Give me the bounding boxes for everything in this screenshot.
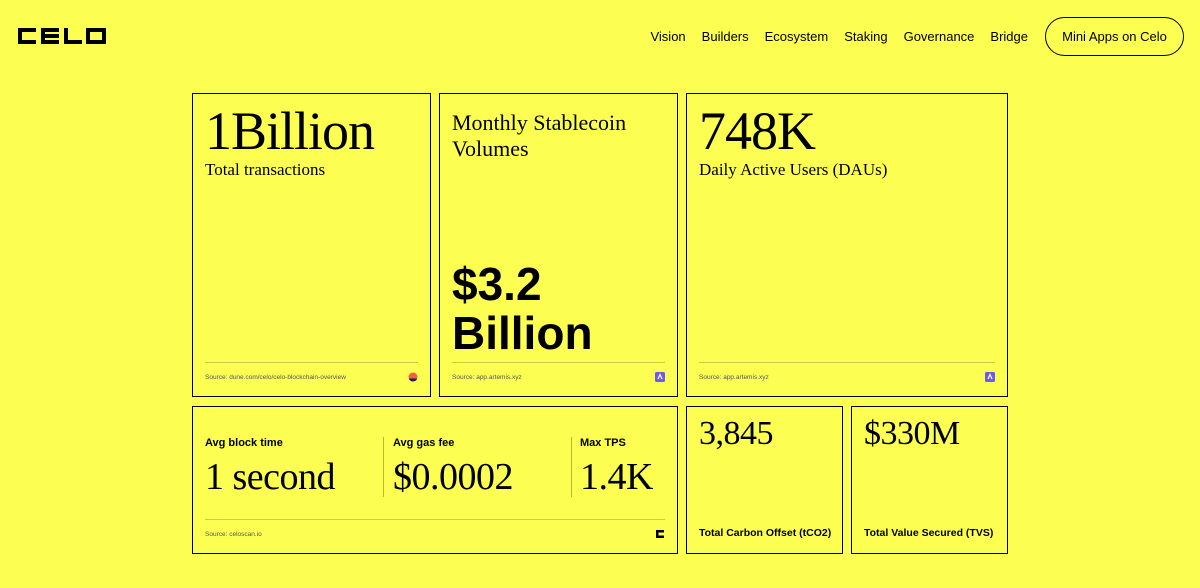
- stablecoin-value-line2: Billion: [452, 307, 593, 359]
- carbon-card: 3,845 Total Carbon Offset (tCO2): [686, 406, 843, 554]
- tvs-label: Total Value Secured (TVS): [864, 527, 994, 539]
- stat-label: Avg block time: [205, 437, 283, 449]
- divider: [383, 437, 384, 497]
- stablecoin-source: Source: app.artemis.xyz: [452, 373, 522, 381]
- artemis-icon[interactable]: [985, 372, 995, 382]
- mini-apps-button[interactable]: Mini Apps on Celo: [1045, 16, 1184, 56]
- nav-ecosystem[interactable]: Ecosystem: [764, 28, 829, 44]
- nav-governance[interactable]: Governance: [903, 28, 975, 44]
- stat-gas-fee: Avg gas fee $0.0002: [393, 437, 514, 499]
- stat-value: $0.0002: [393, 456, 514, 498]
- nav-builders[interactable]: Builders: [701, 28, 749, 44]
- dau-label: Daily Active Users (DAUs): [699, 160, 888, 179]
- stat-value: 1 second: [205, 456, 336, 498]
- dau-card: 748K Daily Active Users (DAUs) Source: a…: [686, 93, 1008, 397]
- transactions-label: Total transactions: [205, 160, 326, 179]
- stat-value: 1.4K: [580, 456, 653, 498]
- nav-vision[interactable]: Vision: [650, 28, 686, 44]
- transactions-card: 1Billion Total transactions Source: dune…: [192, 93, 431, 397]
- celo-logo[interactable]: [16, 26, 108, 46]
- carbon-label: Total Carbon Offset (tCO2): [699, 527, 832, 539]
- stablecoin-value-line1: $3.2: [452, 258, 542, 310]
- tvs-card: $330M Total Value Secured (TVS): [851, 406, 1008, 554]
- carbon-value: 3,845: [699, 415, 774, 452]
- divider: [571, 437, 572, 497]
- nav-bridge[interactable]: Bridge: [990, 28, 1028, 44]
- dune-icon[interactable]: [408, 372, 418, 382]
- celoscan-icon[interactable]: [655, 529, 665, 539]
- nav-staking[interactable]: Staking: [844, 28, 888, 44]
- transactions-value: 1Billion: [205, 101, 375, 161]
- stat-label: Avg gas fee: [393, 437, 455, 449]
- transactions-source: Source: dune.com/celo/celo-blockchain-ov…: [205, 373, 346, 381]
- artemis-icon[interactable]: [655, 372, 665, 382]
- network-source: Source: celoscan.io: [205, 530, 262, 538]
- dau-source: Source: app.artemis.xyz: [699, 373, 769, 381]
- dau-footer: Source: app.artemis.xyz: [699, 362, 995, 384]
- stablecoin-title: Monthly Stablecoin Volumes: [452, 110, 627, 162]
- network-footer: Source: celoscan.io: [205, 519, 665, 541]
- dau-value: 748K: [699, 101, 816, 161]
- top-nav: Vision Builders Ecosystem Staking Govern…: [650, 16, 1184, 56]
- network-stats-card: Avg block time 1 second Avg gas fee $0.0…: [192, 406, 678, 554]
- stat-block-time: Avg block time 1 second: [205, 437, 336, 499]
- stat-max-tps: Max TPS 1.4K: [580, 437, 653, 499]
- stablecoin-footer: Source: app.artemis.xyz: [452, 362, 665, 384]
- transactions-footer: Source: dune.com/celo/celo-blockchain-ov…: [205, 362, 418, 384]
- tvs-value: $330M: [864, 415, 960, 452]
- stat-label: Max TPS: [580, 437, 626, 449]
- stablecoin-card: Monthly Stablecoin Volumes $3.2 Billion …: [439, 93, 678, 397]
